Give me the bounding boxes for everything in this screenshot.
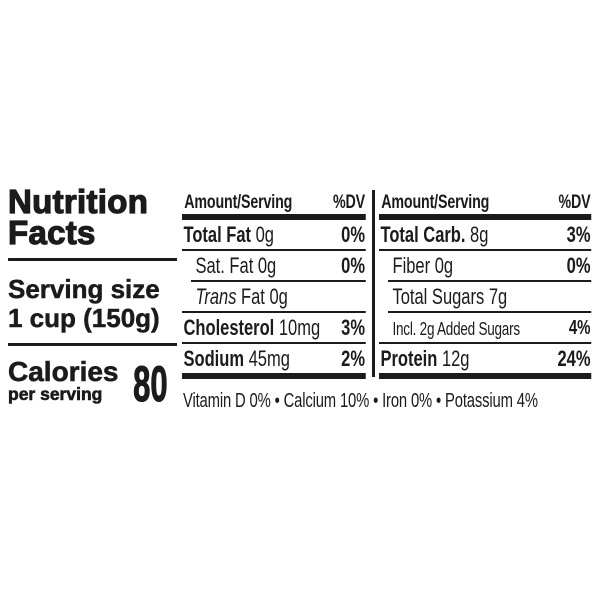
nutrient-amount: 10mg xyxy=(278,314,321,340)
column-divider xyxy=(372,190,375,377)
title-line-2: Facts xyxy=(7,214,96,251)
thick-rule xyxy=(182,373,366,379)
thin-rule xyxy=(182,311,366,313)
nutrient-label: Cholesterol xyxy=(183,314,275,340)
nutrient-label: Total Fat xyxy=(183,221,252,247)
row-fiber: Fiber 0g 0% xyxy=(379,251,591,280)
thin-rule xyxy=(388,280,592,282)
nutrient-column-right: Amount/Serving %DV Total Carb. 8g 3% Fib… xyxy=(379,190,592,379)
nutrient-dv: 0% xyxy=(566,252,591,278)
nutrient-label-italic: Trans xyxy=(195,283,237,309)
nutrient-amount: 8g xyxy=(470,221,489,247)
row-total-fat: Total Fat 0g 0% xyxy=(182,220,366,249)
column-header: Amount/Serving %DV xyxy=(182,190,366,214)
thick-rule xyxy=(379,373,592,379)
nutrient-amount: 12g xyxy=(441,345,470,371)
percent-dv-header: %DV xyxy=(332,192,365,213)
nutrient-dv: 24% xyxy=(557,345,591,371)
row-sat-fat: Sat. Fat 0g 0% xyxy=(182,251,366,280)
thick-rule xyxy=(379,214,592,220)
nutrient-label: Fat xyxy=(241,283,265,309)
nutrient-label: Incl. 2g Added Sugars xyxy=(392,318,521,339)
nutrient-dv: 0% xyxy=(341,221,365,247)
nutrient-label: Sodium xyxy=(183,345,245,371)
nutrient-amount: 45mg xyxy=(248,345,290,371)
nutrient-dv: 3% xyxy=(341,314,365,340)
row-trans-fat: Trans Fat 0g xyxy=(182,282,366,311)
thin-rule xyxy=(182,249,366,251)
nutrient-amount: 0g xyxy=(255,221,274,247)
row-protein: Protein 12g 24% xyxy=(379,344,591,373)
nutrient-dv: 3% xyxy=(566,221,591,247)
nutrient-dv: 4% xyxy=(568,316,591,339)
nutrient-label: Total Carb. xyxy=(380,221,466,247)
thin-rule xyxy=(182,342,366,344)
row-added-sugars: Incl. 2g Added Sugars 4% xyxy=(379,313,591,342)
nutrient-column-left: Amount/Serving %DV Total Fat 0g 0% Sat. … xyxy=(182,190,366,379)
nutrient-amount: 0g xyxy=(269,283,288,309)
nutrient-label: Protein xyxy=(380,345,438,371)
row-total-sugars: Total Sugars 7g xyxy=(379,282,591,311)
calories-sublabel: per serving xyxy=(8,384,103,404)
thin-rule xyxy=(379,342,592,344)
calories-label: Calories xyxy=(8,356,119,387)
row-sodium: Sodium 45mg 2% xyxy=(182,344,366,373)
title-line-1: Nutrition xyxy=(7,183,149,220)
nutrient-dv: 0% xyxy=(341,252,365,278)
nutrient-label: Fiber xyxy=(392,252,431,278)
micronutrients-line: Vitamin D 0% • Calcium 10% • Iron 0% • P… xyxy=(183,390,538,412)
calories-value: 80 xyxy=(133,356,168,412)
thick-rule xyxy=(182,214,366,220)
row-cholesterol: Cholesterol 10mg 3% xyxy=(182,313,366,342)
thin-rule xyxy=(388,311,592,313)
nutrient-amount: 7g xyxy=(488,283,508,309)
nutrient-amount: 0g xyxy=(434,252,454,278)
thin-rule xyxy=(191,280,366,282)
nutrient-label: Total Sugars xyxy=(392,283,485,309)
thin-rule xyxy=(379,249,592,251)
column-header: Amount/Serving %DV xyxy=(379,190,591,214)
row-total-carb: Total Carb. 8g 3% xyxy=(379,220,591,249)
calories-block: Calories per serving xyxy=(8,356,119,404)
nutrient-dv: 2% xyxy=(341,345,365,371)
nutrient-label: Sat. Fat xyxy=(195,252,254,278)
amount-serving-header: Amount/Serving xyxy=(381,192,490,213)
serving-size-label: Serving size xyxy=(8,274,160,304)
serving-size-block: Serving size 1 cup (150g) xyxy=(8,274,160,333)
label-summary-section: Nutrition Facts Serving size 1 cup (150g… xyxy=(7,183,177,418)
nutrition-facts-title: Nutrition Facts xyxy=(7,183,149,251)
percent-dv-header: %DV xyxy=(558,192,591,213)
divider-under-title xyxy=(8,258,177,261)
divider-under-serving xyxy=(8,343,177,346)
nutrient-amount: 0g xyxy=(257,252,277,278)
serving-size-value: 1 cup (150g) xyxy=(8,303,160,333)
amount-serving-header: Amount/Serving xyxy=(184,192,293,213)
